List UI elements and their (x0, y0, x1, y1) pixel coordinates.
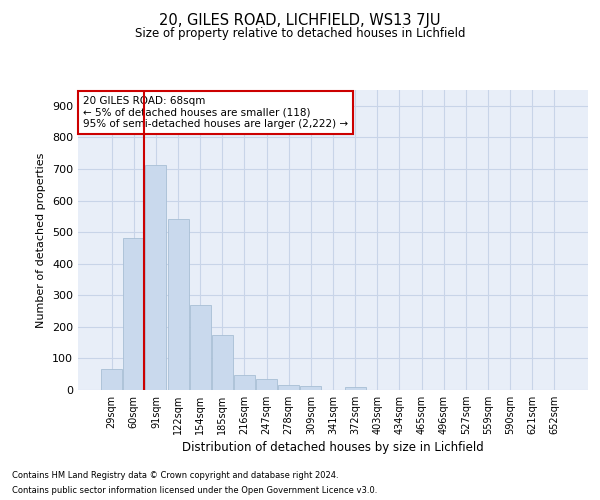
X-axis label: Distribution of detached houses by size in Lichfield: Distribution of detached houses by size … (182, 442, 484, 454)
Bar (212, 334, 233, 390)
Text: 20, GILES ROAD, LICHFIELD, WS13 7JU: 20, GILES ROAD, LICHFIELD, WS13 7JU (159, 12, 441, 28)
Bar (278, 384, 299, 390)
Text: Contains HM Land Registry data © Crown copyright and database right 2024.: Contains HM Land Registry data © Crown c… (12, 471, 338, 480)
Text: 20 GILES ROAD: 68sqm
← 5% of detached houses are smaller (118)
95% of semi-detac: 20 GILES ROAD: 68sqm ← 5% of detached ho… (83, 96, 348, 129)
Bar (301, 386, 322, 390)
Bar (101, 370, 122, 390)
Bar (344, 388, 365, 390)
Bar (256, 379, 277, 390)
Bar (124, 238, 145, 390)
Bar (190, 304, 211, 390)
Bar (234, 375, 255, 390)
Text: Contains public sector information licensed under the Open Government Licence v3: Contains public sector information licen… (12, 486, 377, 495)
Bar (167, 220, 188, 390)
Bar (145, 165, 166, 390)
Y-axis label: Number of detached properties: Number of detached properties (37, 152, 46, 328)
Text: Size of property relative to detached houses in Lichfield: Size of property relative to detached ho… (135, 28, 465, 40)
